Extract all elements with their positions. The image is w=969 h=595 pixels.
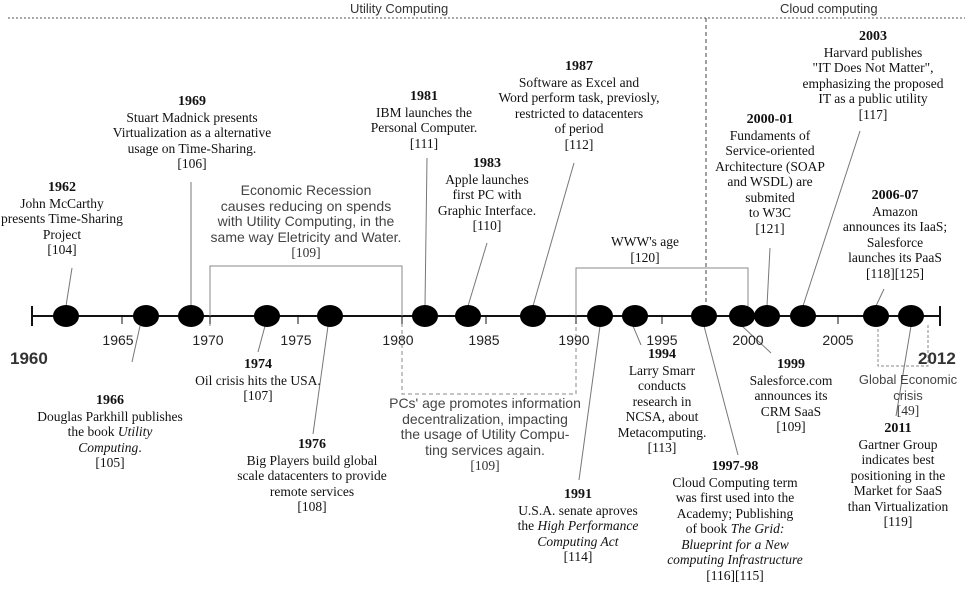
event-dot-2011 <box>898 305 924 327</box>
tick-label: 1995 <box>646 332 677 348</box>
period-www-age: WWW's age [120] <box>610 234 680 265</box>
tick-label: 1985 <box>468 332 499 348</box>
era-label-cloud: Cloud computing <box>780 1 878 16</box>
tick-marks <box>121 316 839 324</box>
era-label-utility: Utility Computing <box>350 1 449 16</box>
period-pcs-age: PCs' age promotes information decentrali… <box>389 395 581 473</box>
event-2003: 2003 Harvard publishes "IT Does Not Matt… <box>802 29 944 122</box>
event-dot-1962 <box>53 305 79 327</box>
event-1983: 1983 Apple launches first PC with Graphi… <box>437 156 537 233</box>
event-1991: 1991 U.S.A. senate aproves the High Perf… <box>517 487 639 564</box>
event-dot-1966 <box>133 305 159 327</box>
event-dot-1991 <box>587 305 613 327</box>
event-dot-1987 <box>520 305 546 327</box>
event-dot-1976 <box>317 305 343 327</box>
tick-label: 1990 <box>558 332 589 348</box>
www-age-bracket <box>575 267 749 316</box>
connector-lines <box>65 130 912 481</box>
tick-label: 2005 <box>822 332 853 348</box>
global-crisis-bracket <box>877 324 929 367</box>
event-dot-1969 <box>178 305 204 327</box>
event-dot-1981 <box>412 305 438 327</box>
event-1966: 1966 Douglas Parkhill publishes the book… <box>37 393 183 470</box>
event-2006: 2006-07 Amazon announces its IaaS; Sales… <box>842 188 948 281</box>
tick-label: 1980 <box>382 332 413 348</box>
event-1974: 1974 Oil crisis hits the USA. [107] <box>195 357 321 403</box>
recession-bracket <box>209 265 403 326</box>
event-dot-1997 <box>691 305 717 327</box>
pcs-age-bracket <box>401 316 577 395</box>
event-1969: 1969 Stuart Madnick presents Virtualizat… <box>112 94 272 171</box>
event-1981: 1981 IBM launches the Personal Computer.… <box>370 89 478 151</box>
tick-label: 1975 <box>280 332 311 348</box>
event-dot-2000 <box>754 305 780 327</box>
event-dot-2003 <box>790 305 816 327</box>
event-dot-1974 <box>254 305 280 327</box>
event-1994: 1994 Larry Smarr conducts research in NC… <box>617 347 707 455</box>
period-recession: Economic Recession causes reducing on sp… <box>210 182 402 260</box>
event-markers <box>53 305 924 327</box>
event-1999: 1999 Salesforce.com announces its CRM Sa… <box>749 357 833 434</box>
event-1997-98: 1997-98 Cloud Computing term was first u… <box>667 459 803 583</box>
event-dot-1994 <box>622 305 648 327</box>
event-dot-1983 <box>455 305 481 327</box>
event-1976: 1976 Big Players build global scale data… <box>237 437 387 514</box>
event-1962: 1962 John McCarthy presents Time-Sharing… <box>1 180 123 257</box>
tick-label: 2000 <box>732 332 763 348</box>
event-dot-1999 <box>729 305 755 327</box>
tick-label: 1970 <box>192 332 223 348</box>
event-1987: 1987 Software as Excel and Word perform … <box>498 59 660 152</box>
period-global-crisis: Global Economic crisis [49] <box>858 372 958 418</box>
event-2000: 2000-01 Fundaments of Service-oriented A… <box>715 112 825 236</box>
end-year-label: 2012 <box>918 349 956 368</box>
tick-label: 1965 <box>102 332 133 348</box>
event-dot-2006 <box>863 305 889 327</box>
event-2011: 2011 Gartner Group indicates best positi… <box>847 421 949 529</box>
start-year-label: 1960 <box>10 349 48 368</box>
